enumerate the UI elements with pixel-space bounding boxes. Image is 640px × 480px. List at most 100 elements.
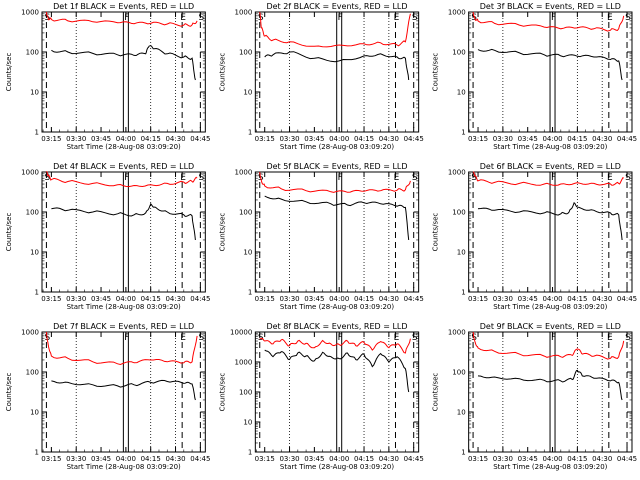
x-tick-label: 03:15	[41, 295, 61, 303]
x-tick-label: 03:45	[304, 295, 324, 303]
y-tick-label: 1000	[448, 329, 466, 337]
x-tick-label: 04:15	[567, 455, 587, 463]
event-marker-label: S	[199, 13, 205, 23]
y-tick-label: 1000	[235, 169, 253, 177]
event-marker-label: F	[338, 173, 343, 183]
y-tick-label: 1000	[21, 329, 39, 337]
x-tick-label: 04:00	[542, 455, 562, 463]
y-tick-label: 10	[30, 89, 39, 97]
x-axis-label: Start Time (28-Aug-08 03:09:20)	[67, 463, 181, 471]
panel-title: Det 7f BLACK = Events, RED = LLD	[53, 322, 194, 331]
lld-series-line	[472, 11, 625, 32]
x-tick-label: 04:00	[329, 455, 349, 463]
x-tick-label: 03:30	[66, 295, 86, 303]
x-tick-label: 03:30	[66, 135, 86, 143]
y-tick-label: 1000	[21, 9, 39, 17]
x-tick-label: 04:15	[141, 295, 161, 303]
event-marker-label: S	[625, 173, 631, 183]
x-tick-label: 04:30	[592, 135, 612, 143]
y-tick-label: 10	[243, 249, 252, 257]
detector-panel-8: Det 8f BLACK = Events, RED = LLD 1 10 100 10…	[218, 322, 423, 471]
detector-panel-1: Det 1f BLACK = Events, RED = LLD 1 10 100 10…	[5, 2, 210, 151]
x-tick-label: 04:15	[141, 455, 161, 463]
x-tick-label: 04:30	[379, 135, 399, 143]
x-tick-label: 04:15	[354, 455, 374, 463]
x-tick-label: 03:15	[468, 295, 488, 303]
y-tick-label: 1000	[21, 169, 39, 177]
x-tick-label: 03:30	[493, 455, 513, 463]
x-tick-label: 03:15	[468, 455, 488, 463]
x-axis-label: Start Time (28-Aug-08 03:09:20)	[280, 143, 394, 151]
y-tick-label: 1	[461, 129, 465, 137]
x-tick-label: 03:45	[91, 135, 111, 143]
y-axis-label: Counts/sec	[218, 373, 226, 412]
x-tick-label: 03:45	[91, 295, 111, 303]
y-tick-label: 10	[457, 249, 466, 257]
event-marker-label: E	[394, 333, 400, 343]
x-tick-label: 03:30	[66, 455, 86, 463]
x-tick-label: 03:15	[41, 455, 61, 463]
event-marker-label: S	[199, 173, 205, 183]
y-tick-label: 10	[457, 89, 466, 97]
y-tick-label: 1	[248, 449, 252, 457]
event-marker-label: E	[180, 13, 186, 23]
event-marker-label: F	[124, 173, 129, 183]
event-marker-label: S	[471, 173, 477, 183]
event-marker-label: E	[180, 333, 186, 343]
detector-panel-2: Det 2f BLACK = Events, RED = LLD 1 10 100 10…	[218, 2, 423, 151]
y-axis-label: Counts/sec	[432, 53, 440, 92]
event-marker-label: F	[124, 333, 129, 343]
x-tick-label: 04:15	[354, 135, 374, 143]
event-marker-label: S	[45, 173, 51, 183]
x-tick-label: 04:45	[190, 135, 210, 143]
y-tick-label: 10000	[230, 329, 252, 337]
event-marker-label: S	[412, 13, 418, 23]
event-marker-label: F	[551, 13, 556, 23]
y-tick-label: 10	[30, 249, 39, 257]
x-axis-label: Start Time (28-Aug-08 03:09:20)	[67, 143, 181, 151]
event-marker-label: E	[607, 173, 613, 183]
x-tick-label: 04:15	[567, 135, 587, 143]
x-tick-label: 04:30	[379, 295, 399, 303]
events-series-line	[477, 201, 623, 241]
detector-panel-9: Det 9f BLACK = Events, RED = LLD 1 10 100 10…	[432, 322, 637, 471]
x-tick-label: 04:30	[165, 135, 185, 143]
y-tick-label: 1	[35, 289, 39, 297]
y-tick-label: 1	[461, 449, 465, 457]
x-tick-label: 03:15	[255, 135, 275, 143]
y-tick-label: 100	[452, 209, 465, 217]
panel-title: Det 3f BLACK = Events, RED = LLD	[480, 2, 621, 11]
x-tick-label: 04:00	[542, 295, 562, 303]
x-tick-label: 04:30	[165, 295, 185, 303]
x-tick-label: 03:45	[304, 135, 324, 143]
event-marker-label: F	[124, 13, 129, 23]
lld-series-line	[259, 337, 411, 354]
x-axis-label: Start Time (28-Aug-08 03:09:20)	[67, 303, 181, 311]
x-tick-label: 04:45	[617, 455, 637, 463]
panel-title: Det 1f BLACK = Events, RED = LLD	[53, 2, 194, 11]
x-tick-label: 04:30	[165, 455, 185, 463]
y-tick-label: 1	[461, 289, 465, 297]
x-tick-label: 04:00	[329, 295, 349, 303]
y-tick-label: 1	[35, 449, 39, 457]
events-series-line	[51, 45, 196, 81]
event-marker-label: S	[199, 333, 205, 343]
x-tick-label: 04:30	[592, 295, 612, 303]
x-tick-label: 04:30	[592, 455, 612, 463]
panel-title: Det 4f BLACK = Events, RED = LLD	[53, 162, 194, 171]
y-tick-label: 100	[26, 369, 39, 377]
event-marker-label: F	[551, 173, 556, 183]
y-tick-label: 100	[26, 209, 39, 217]
x-axis-label: Start Time (28-Aug-08 03:09:20)	[493, 303, 607, 311]
x-tick-label: 04:45	[404, 455, 424, 463]
y-tick-label: 1	[248, 289, 252, 297]
event-marker-label: F	[551, 333, 556, 343]
panel-title: Det 2f BLACK = Events, RED = LLD	[266, 2, 407, 11]
x-tick-label: 03:15	[255, 455, 275, 463]
event-marker-label: S	[625, 13, 631, 23]
x-tick-label: 04:00	[116, 295, 136, 303]
y-tick-label: 10	[30, 409, 39, 417]
events-series-line	[264, 195, 410, 241]
detector-panel-5: Det 5f BLACK = Events, RED = LLD 1 10 100 10…	[218, 162, 423, 311]
x-axis-label: Start Time (28-Aug-08 03:09:20)	[493, 463, 607, 471]
